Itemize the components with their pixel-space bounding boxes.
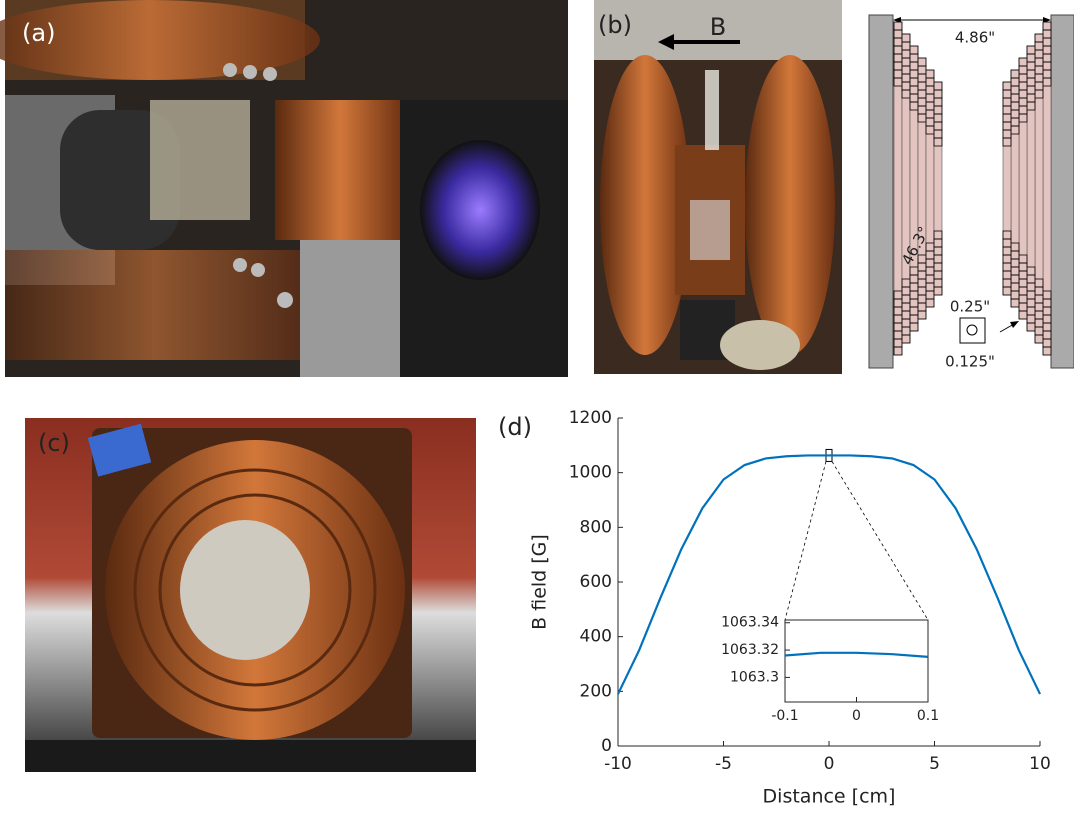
conductor-column: [926, 70, 934, 307]
x-tick-label: 5: [929, 754, 940, 774]
y-tick-label: 0: [601, 736, 612, 756]
zoom-guide: [785, 461, 826, 620]
panel-label: (b): [598, 11, 632, 39]
conductor-column: [1035, 34, 1043, 343]
arrow-label: B: [710, 13, 726, 41]
y-tick-label: 400: [580, 627, 612, 647]
zoom-guide: [832, 461, 928, 620]
x-tick-label: 10: [1029, 754, 1051, 774]
x-tick-label: 0: [852, 708, 861, 724]
figure: (a) (b) B 4.86" 46.3° 0.25" 0.125" (c) (…: [0, 0, 1074, 811]
x-tick-label: 0: [824, 754, 835, 774]
y-tick-label: 1200: [569, 408, 612, 428]
panel-label: (a): [22, 19, 55, 47]
y-tick-label: 800: [580, 517, 612, 537]
y-tick-label: 200: [580, 681, 612, 701]
y-tick-label: 1000: [569, 463, 612, 483]
x-tick-label: -0.1: [771, 708, 798, 724]
inset-frame: [785, 620, 928, 702]
conductor-column: [910, 46, 918, 331]
y-axis-label: B field [G]: [529, 534, 551, 630]
photo-a: [0, 0, 568, 377]
conductor-column: [1043, 22, 1051, 355]
panel-label: (c): [38, 429, 70, 457]
x-tick-label: -10: [604, 754, 632, 774]
dimension-label: 0.25": [950, 298, 990, 316]
conductor-column: [894, 22, 902, 355]
photo-b: [594, 0, 842, 374]
conductor-column: [918, 58, 926, 319]
conductor-column: [1027, 46, 1035, 331]
conductor-column: [1019, 58, 1027, 319]
x-tick-label: -5: [715, 754, 732, 774]
photo-c: [25, 418, 476, 772]
conductor-column: [902, 34, 910, 343]
panel-label: (d): [498, 413, 532, 441]
chart: -10 -5 0 5 10 0 200 400 600 800 1000 1200 Distance […: [529, 408, 1051, 808]
y-tick-label: 600: [580, 572, 612, 592]
y-tick-label: 1063.32: [721, 642, 779, 658]
y-tick-label: 1063.34: [721, 615, 779, 631]
dimension-label: 4.86": [955, 29, 995, 47]
dimension-label: 0.125": [945, 353, 995, 371]
x-axis-label: Distance [cm]: [763, 786, 896, 808]
conductor-column: [1011, 70, 1019, 307]
y-tick-label: 1063.3: [730, 669, 779, 685]
x-tick-label: 0.1: [917, 708, 939, 724]
